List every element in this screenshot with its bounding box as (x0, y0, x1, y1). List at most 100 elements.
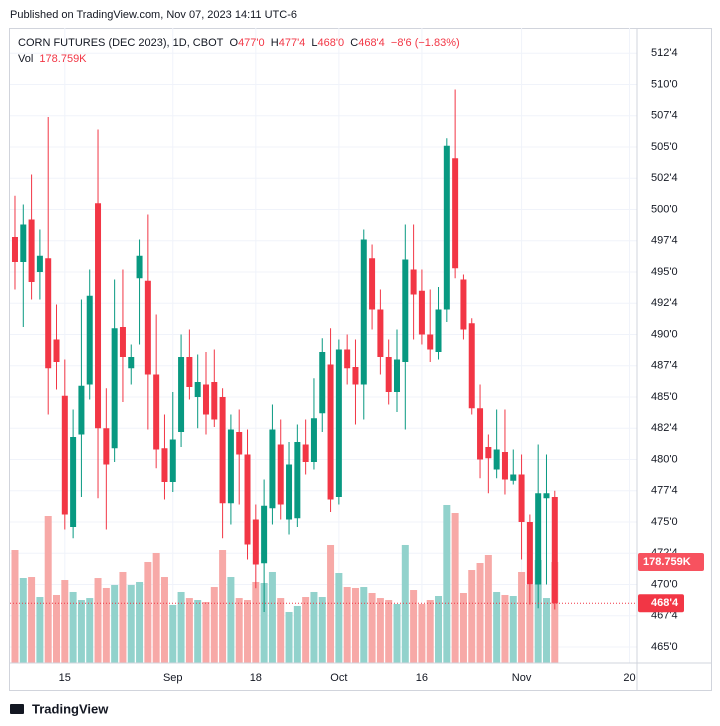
chart-frame (9, 28, 712, 691)
volume-bar (393, 604, 401, 663)
y-tick-label: 482'4 (651, 422, 678, 434)
change: −8'6 (−1.83%) (390, 37, 460, 49)
candle-body (186, 357, 193, 387)
x-tick-label: Oct (330, 672, 347, 684)
ohlc-value: 477'4 (278, 37, 306, 49)
candle-body (70, 437, 77, 527)
volume-bar (418, 604, 426, 663)
y-tick-label: 502'4 (651, 172, 678, 184)
legend-row: CORN FUTURES (DEC 2023), 1D, CBOT O477'0… (18, 37, 460, 49)
candle-body (501, 452, 508, 480)
volume-bar (210, 587, 218, 663)
volume-bar (443, 504, 451, 663)
x-tick-label: Nov (512, 672, 532, 684)
volume-bar (551, 562, 559, 663)
volume-bar (302, 597, 310, 663)
volume-legend: Vol 178.759K (18, 53, 87, 65)
candle-body (385, 357, 392, 392)
volume-bar (310, 591, 318, 663)
candle-body (335, 349, 342, 497)
y-tick-label: 467'4 (651, 610, 678, 622)
volume-bar (202, 601, 210, 663)
volume-bar (401, 544, 409, 663)
candle-body (402, 259, 409, 362)
candle-body (119, 327, 126, 357)
candle-body (427, 334, 434, 350)
ohlc-key: H (270, 37, 279, 49)
volume-bar (335, 573, 343, 663)
candle-body (86, 295, 93, 385)
y-tick-label: 510'0 (651, 78, 678, 90)
y-tick-label: 505'0 (651, 141, 678, 153)
y-tick-label: 485'0 (651, 391, 678, 403)
volume-bar (509, 595, 517, 663)
y-tick-label: 512'4 (651, 47, 678, 59)
volume-bar (368, 593, 376, 663)
candle-body (493, 449, 500, 470)
candle-body (452, 158, 459, 269)
volume-bar (493, 591, 501, 663)
ohlc-value: 468'4 (358, 37, 385, 49)
y-tick-label: 475'0 (651, 516, 678, 528)
volume-bar (44, 516, 52, 663)
candle-body (319, 352, 326, 414)
candle-body (294, 442, 301, 519)
volume-bar (111, 584, 119, 663)
volume-bar (53, 594, 61, 663)
candle-body (144, 280, 151, 375)
volume-bar (268, 571, 276, 663)
y-tick-label: 497'4 (651, 235, 678, 247)
candle-body (344, 349, 351, 369)
volume-bar (127, 584, 135, 663)
candle-body (153, 374, 160, 450)
candle-body (178, 357, 185, 432)
volume-bar (327, 544, 335, 663)
volume-bar (235, 598, 243, 663)
candle-body (410, 269, 417, 295)
grid (10, 28, 637, 663)
volume-bar (102, 587, 110, 663)
y-tick-label: 487'4 (651, 360, 678, 372)
candle-body (543, 493, 550, 499)
candle-body (535, 493, 542, 585)
volume-bar (385, 600, 393, 663)
candle-body (161, 448, 168, 482)
volume-label: Vol (18, 53, 34, 65)
x-tick-label: 18 (250, 672, 262, 684)
volume-layer (11, 504, 559, 663)
ohlc-key: C (350, 37, 359, 49)
candle-body (202, 384, 209, 415)
x-tick-label: Sep (163, 672, 183, 684)
candle-body (61, 395, 68, 515)
candle-body (78, 385, 85, 435)
y-tick-label: 495'0 (651, 266, 678, 278)
volume-bar (86, 598, 94, 663)
candle-body (169, 439, 176, 482)
volume-bar (61, 580, 69, 663)
volume-bar (185, 598, 193, 663)
volume-bar (152, 553, 160, 663)
volume-bar (435, 595, 443, 663)
candle-body (518, 474, 525, 522)
ohlc-key: L (311, 37, 318, 49)
volume-bar (169, 604, 177, 663)
x-tick-label: 20 (623, 672, 635, 684)
candle-body (53, 339, 60, 362)
candle-body (302, 444, 309, 462)
ohlc-value: 468'0 (317, 37, 345, 49)
volume-bar (219, 550, 227, 663)
tags: 178.759K 468'4 (10, 553, 704, 613)
volume-tag-bg (638, 553, 704, 572)
volume-bar (194, 600, 202, 663)
volume-bar (260, 583, 268, 663)
candle-body (510, 474, 517, 481)
volume-bar (343, 587, 351, 663)
footer-logo: TradingView (10, 701, 109, 716)
candle-body (477, 408, 484, 460)
candle-body (551, 497, 558, 604)
volume-bar (244, 600, 252, 663)
volume-bar (360, 587, 368, 663)
candle-body (261, 505, 268, 564)
